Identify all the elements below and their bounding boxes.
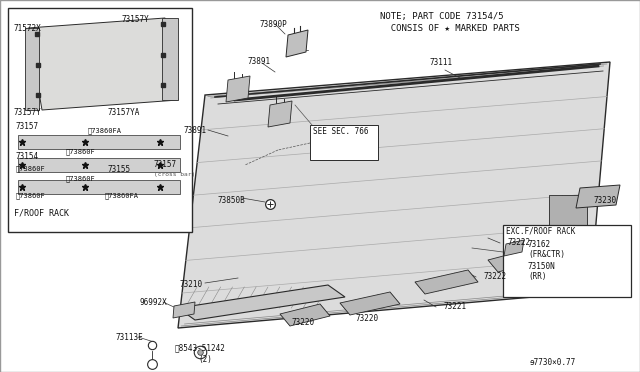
Polygon shape <box>178 285 345 320</box>
Text: ⁂73860F: ⁂73860F <box>66 175 96 182</box>
Text: 73157Y: 73157Y <box>122 15 150 24</box>
Text: 73150N: 73150N <box>528 262 556 271</box>
Text: ⁂73860FA: ⁂73860FA <box>88 127 122 134</box>
Text: EXC.F/ROOF RACK: EXC.F/ROOF RACK <box>506 227 575 236</box>
Text: 73891: 73891 <box>183 126 206 135</box>
Text: 73157Y: 73157Y <box>14 108 42 117</box>
Text: ⁂73860FA: ⁂73860FA <box>105 192 139 199</box>
Polygon shape <box>280 304 330 326</box>
Polygon shape <box>18 158 180 172</box>
Text: ⑓8543-51242: ⑓8543-51242 <box>175 343 226 352</box>
Text: 73111: 73111 <box>430 58 453 67</box>
Text: ⁂73860F: ⁂73860F <box>16 192 45 199</box>
Text: ⁂73860F: ⁂73860F <box>16 165 45 171</box>
Polygon shape <box>530 230 565 258</box>
Text: 96992X: 96992X <box>140 298 168 307</box>
Text: 73221: 73221 <box>444 302 467 311</box>
Text: 73222: 73222 <box>484 272 507 281</box>
Polygon shape <box>18 135 180 149</box>
Bar <box>310 125 378 160</box>
Text: 73890P: 73890P <box>260 20 288 29</box>
Text: (FR&CTR): (FR&CTR) <box>528 250 565 259</box>
Text: 73850B: 73850B <box>218 196 246 205</box>
Text: (2): (2) <box>198 355 212 364</box>
Text: 73230: 73230 <box>594 196 617 205</box>
Text: 73210: 73210 <box>180 280 203 289</box>
Text: (RR): (RR) <box>528 272 547 281</box>
Polygon shape <box>286 30 308 57</box>
Text: 73157: 73157 <box>15 122 38 131</box>
Text: 73162: 73162 <box>528 240 551 249</box>
Text: 73891: 73891 <box>247 57 270 66</box>
Polygon shape <box>25 28 39 110</box>
Text: 73222: 73222 <box>508 238 531 247</box>
Polygon shape <box>173 302 195 318</box>
Text: ɘ7730×0.77: ɘ7730×0.77 <box>530 358 576 367</box>
Text: 73220: 73220 <box>356 314 379 323</box>
Text: 73154: 73154 <box>16 152 39 161</box>
Text: 73155: 73155 <box>108 165 131 174</box>
Polygon shape <box>162 18 178 100</box>
Text: NOTE; PART CODE 73154/5: NOTE; PART CODE 73154/5 <box>380 12 504 21</box>
Text: 73157YA: 73157YA <box>108 108 140 117</box>
Text: 71572X: 71572X <box>14 24 42 33</box>
Polygon shape <box>340 292 400 315</box>
Polygon shape <box>268 101 292 127</box>
Text: 73220: 73220 <box>292 318 315 327</box>
Polygon shape <box>226 76 250 102</box>
Text: 73157: 73157 <box>154 160 177 169</box>
Polygon shape <box>576 185 620 208</box>
Text: SEE SEC. 766: SEE SEC. 766 <box>313 127 369 136</box>
Bar <box>503 225 631 297</box>
Polygon shape <box>28 18 178 110</box>
Text: (cross bar): (cross bar) <box>154 172 195 177</box>
Text: CONSIS OF ★ MARKED PARTS: CONSIS OF ★ MARKED PARTS <box>380 24 520 33</box>
Polygon shape <box>549 195 587 225</box>
Polygon shape <box>178 62 610 328</box>
Bar <box>8 8 192 232</box>
Text: 73113E: 73113E <box>115 333 143 342</box>
Text: ⁂73860F: ⁂73860F <box>66 148 96 155</box>
Polygon shape <box>18 180 180 194</box>
Text: F/ROOF RACK: F/ROOF RACK <box>14 208 69 217</box>
Polygon shape <box>415 270 478 294</box>
Polygon shape <box>488 249 540 272</box>
Polygon shape <box>504 240 524 256</box>
